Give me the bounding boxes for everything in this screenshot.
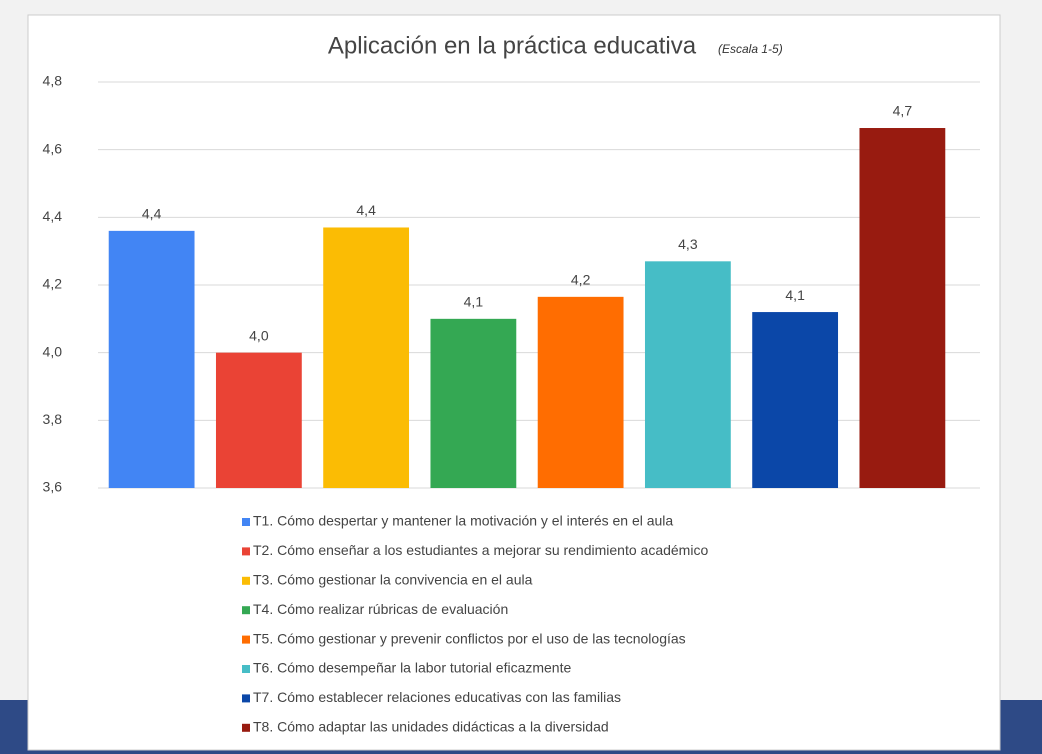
chart-title: Aplicación en la práctica educativa xyxy=(328,32,697,59)
bar xyxy=(752,312,839,488)
y-tick-label: 4,2 xyxy=(43,276,63,292)
legend-swatch xyxy=(242,606,250,615)
data-label: 4,0 xyxy=(249,327,269,343)
legend-swatch xyxy=(242,518,250,526)
legend-swatch xyxy=(242,576,250,585)
legend-swatch xyxy=(242,723,250,732)
y-tick-label: 3,8 xyxy=(43,411,63,427)
bar xyxy=(537,296,624,488)
bar xyxy=(323,227,410,488)
legend-label: T5. Cómo gestionar y prevenir conflictos… xyxy=(253,630,686,646)
y-tick-label: 4,0 xyxy=(43,343,63,359)
legend-label: T7. Cómo establecer relaciones educativa… xyxy=(253,689,621,705)
data-label: 4,2 xyxy=(571,272,591,288)
y-tick-label: 4,6 xyxy=(43,140,63,156)
legend-label: T8. Cómo adaptar las unidades didácticas… xyxy=(253,719,609,735)
y-tick-label: 3,6 xyxy=(43,479,63,495)
bar xyxy=(215,352,302,488)
data-label: 4,1 xyxy=(785,287,805,303)
bar xyxy=(859,128,946,488)
bar xyxy=(108,230,195,488)
legend-label: T4. Cómo realizar rúbricas de evaluación xyxy=(253,601,508,617)
legend-label: T2. Cómo enseñar a los estudiantes a mej… xyxy=(253,542,708,558)
data-label: 4,4 xyxy=(142,206,162,222)
y-tick-label: 4,8 xyxy=(43,73,63,89)
bar xyxy=(430,318,517,488)
bar xyxy=(644,261,731,488)
y-tick-label: 4,4 xyxy=(43,208,63,224)
legend-label: T1. Cómo despertar y mantener la motivac… xyxy=(253,513,673,529)
legend-swatch xyxy=(242,665,250,673)
legend-label: T6. Cómo desempeñar la labor tutorial ef… xyxy=(253,660,571,676)
chart-subtitle: (Escala 1-5) xyxy=(718,42,783,56)
legend-label: T3. Cómo gestionar la convivencia en el … xyxy=(253,572,533,588)
data-label: 4,7 xyxy=(893,103,913,119)
legend-swatch xyxy=(242,635,250,644)
legend-swatch xyxy=(242,694,250,703)
data-label: 4,1 xyxy=(464,294,484,310)
legend-swatch xyxy=(242,547,250,556)
data-label: 4,3 xyxy=(678,236,698,252)
data-label: 4,4 xyxy=(356,202,376,218)
